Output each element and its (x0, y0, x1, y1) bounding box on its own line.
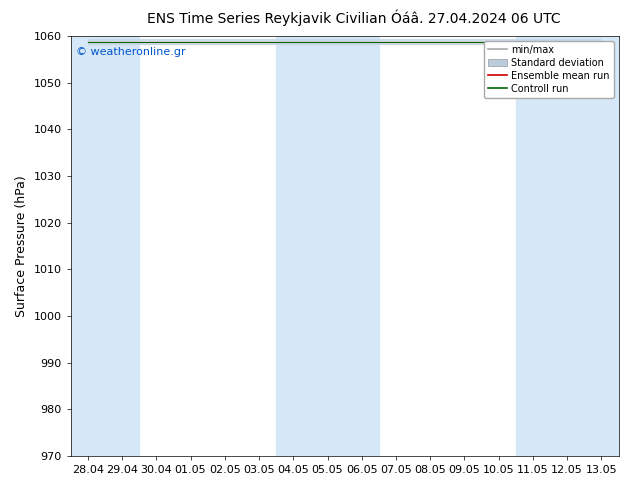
Bar (345, 36, 379, 456)
Bar (105, 36, 139, 456)
Legend: min/max, Standard deviation, Ensemble mean run, Controll run: min/max, Standard deviation, Ensemble me… (484, 41, 614, 98)
Text: © weatheronline.gr: © weatheronline.gr (76, 47, 186, 57)
Bar (71, 36, 105, 456)
Y-axis label: Surface Pressure (hPa): Surface Pressure (hPa) (15, 175, 28, 317)
Bar (276, 36, 311, 456)
Bar (311, 36, 345, 456)
Text: ENS Time Series Reykjavik Civilian: ENS Time Series Reykjavik Civilian (146, 12, 386, 26)
Bar (516, 36, 550, 456)
Text: Óáâ. 27.04.2024 06 UTC: Óáâ. 27.04.2024 06 UTC (391, 12, 560, 26)
Bar (550, 36, 585, 456)
Bar (585, 36, 619, 456)
